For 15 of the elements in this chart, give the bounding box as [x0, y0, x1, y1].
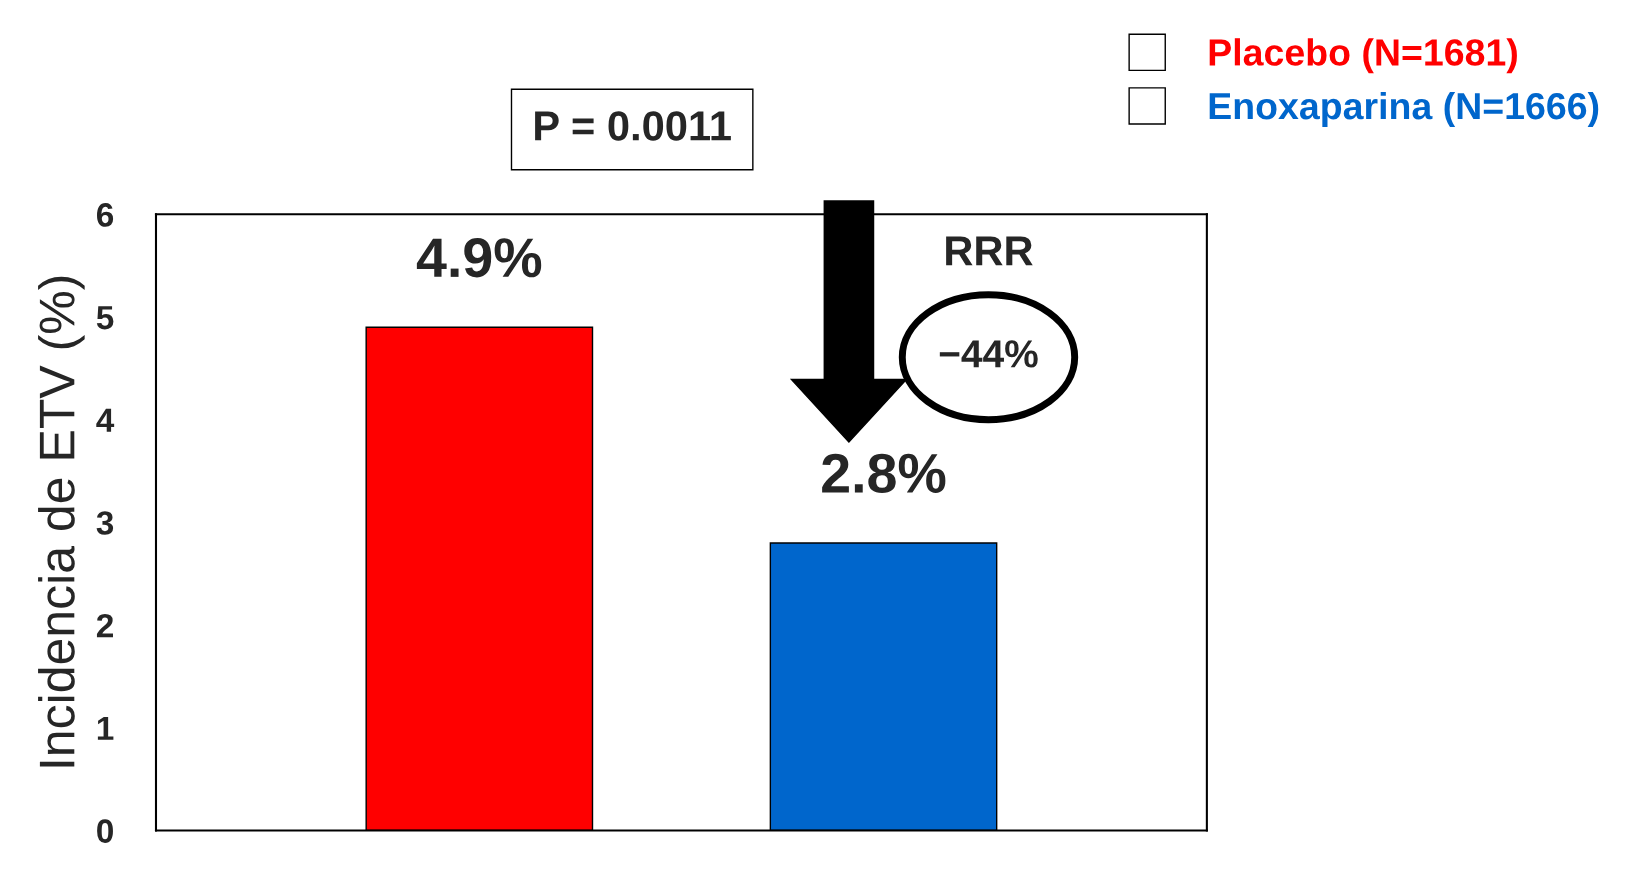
y-tick-label: 3: [96, 511, 114, 535]
legend-label: Enoxaparina (N=1666): [1209, 91, 1599, 127]
y-tick-label: 0: [97, 819, 113, 843]
y-axis-title: Incidencia de ETV (%): [38, 276, 85, 767]
y-tick-label: 6: [97, 203, 114, 227]
text: P = 0.0011: [535, 111, 731, 141]
data-label: 4.9%: [416, 238, 542, 278]
y-tick-label: 1: [97, 716, 114, 740]
legend-label: Placebo (N=1681): [1209, 38, 1517, 74]
data-label: 2.8%: [822, 453, 946, 494]
annotation: RRR: [946, 236, 1033, 266]
y-tick-label: 2: [96, 613, 113, 638]
y-tick-label: 5: [96, 306, 114, 330]
y-tick-label: 4: [96, 408, 115, 432]
annotation: −44%: [939, 340, 1038, 368]
